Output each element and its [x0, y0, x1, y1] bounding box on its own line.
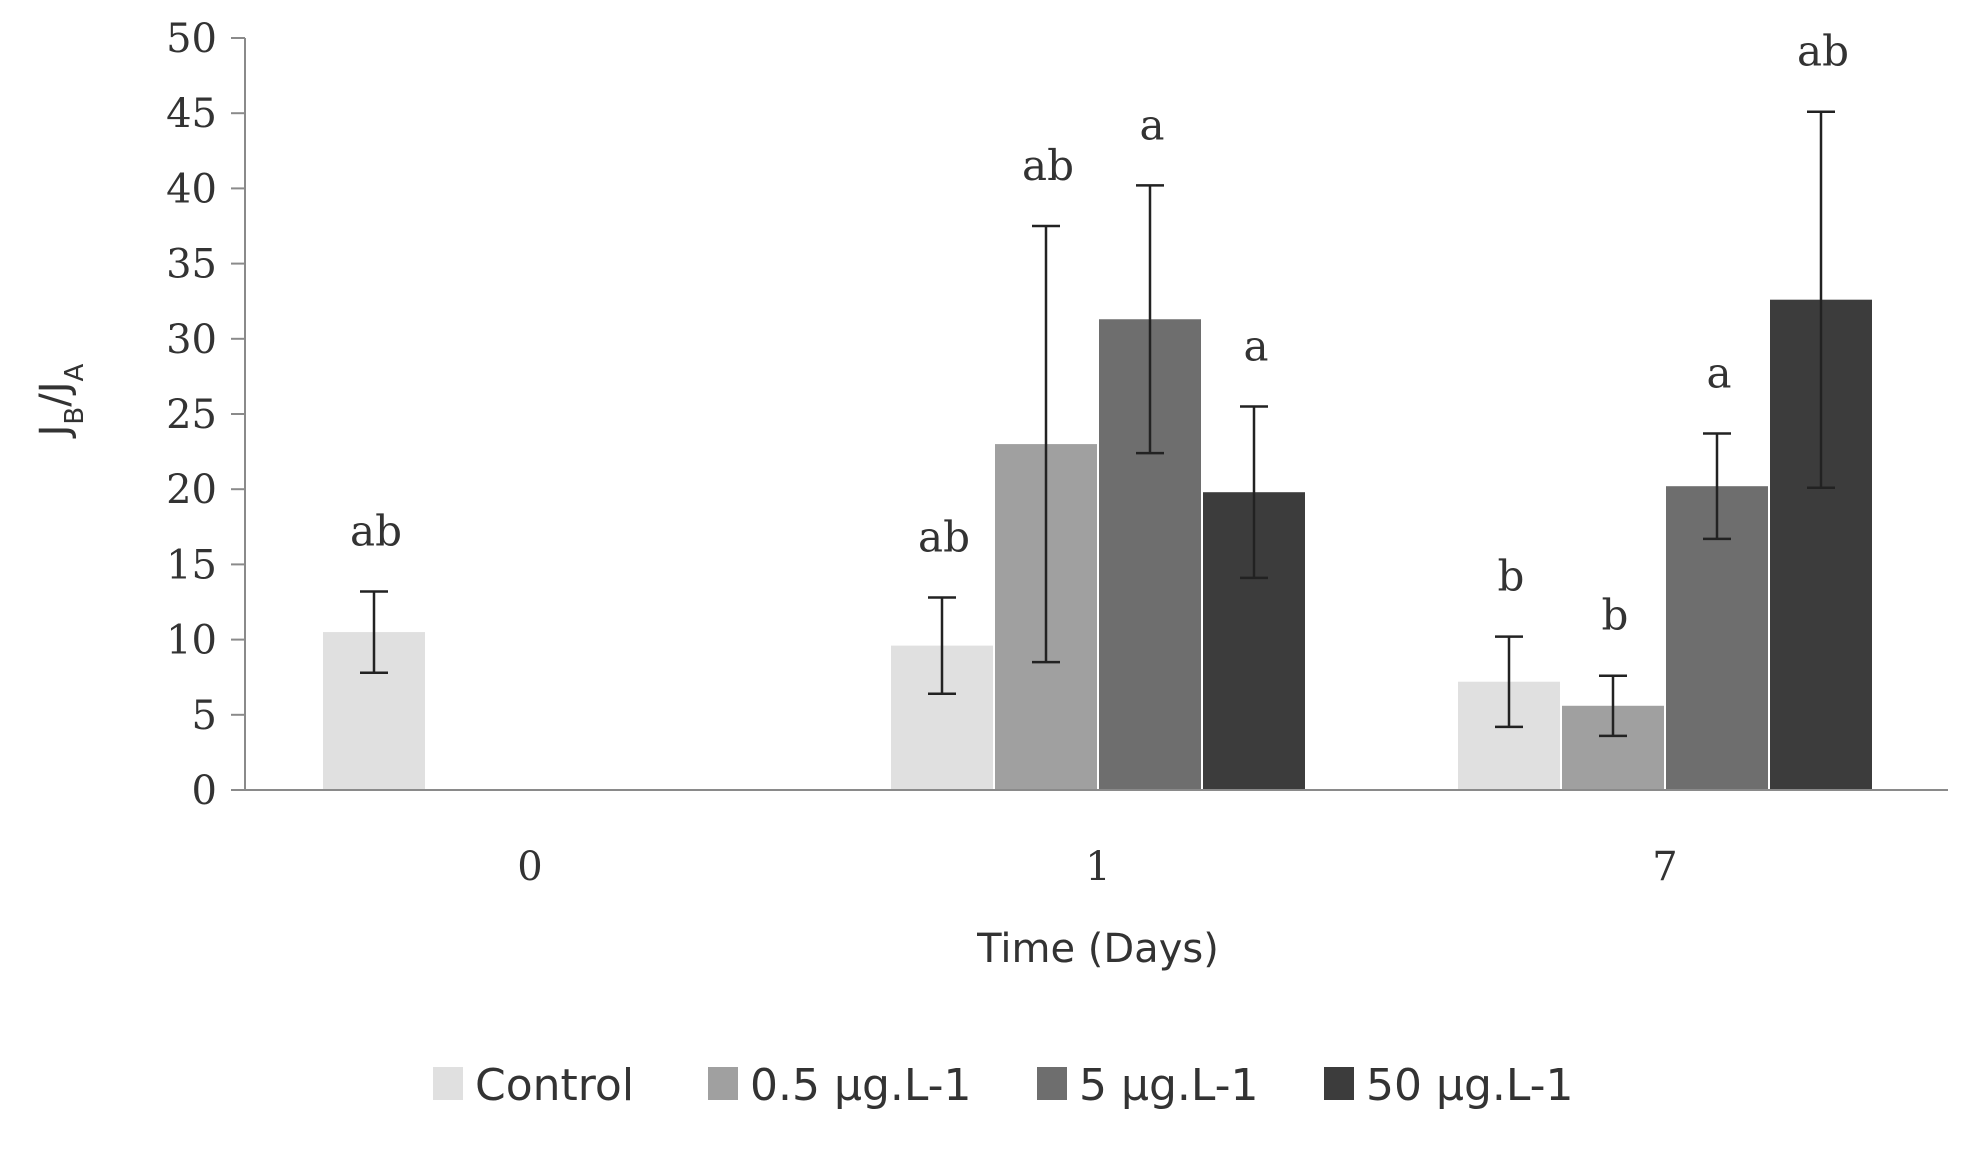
significance-label: a [1243, 321, 1268, 370]
y-tick-label: 25 [166, 392, 217, 438]
legend-entry-label: 5 µg.L-1 [1079, 1060, 1259, 1111]
y-tick-label: 35 [166, 242, 217, 288]
y-axis-title: JB/JA [32, 363, 90, 439]
x-axis-tick-labels: 0 1 7 [517, 844, 1677, 890]
y-tick-label: 40 [166, 166, 217, 212]
y-tick-label: 10 [166, 618, 217, 664]
y-axis-title-main: J [32, 425, 78, 440]
y-axis-title-slash: / [32, 393, 78, 407]
significance-label: b [1498, 552, 1525, 601]
y-tick-label: 45 [166, 91, 217, 137]
error-bars [360, 110, 1835, 738]
y-tick-label: 15 [166, 542, 217, 588]
legend-entry-label: Control [475, 1060, 634, 1111]
legend: Control 0.5 µg.L-1 5 µg.L-1 50 µg.L-1 [433, 1060, 1574, 1111]
significance-label: b [1602, 591, 1629, 640]
x-axis-title: Time (Days) [976, 926, 1219, 972]
significance-label: ab [1797, 27, 1849, 76]
significance-label: a [1706, 349, 1731, 398]
x-tick-label: 7 [1652, 844, 1677, 890]
x-tick-label: 1 [1085, 844, 1110, 890]
legend-swatch [1037, 1067, 1067, 1100]
x-tick-label: 0 [517, 844, 542, 890]
significance-label: a [1139, 100, 1164, 149]
significance-label: ab [350, 506, 402, 555]
y-axis-title-main-2: J [32, 381, 78, 396]
significance-label: ab [918, 512, 970, 561]
legend-swatch [1324, 1067, 1354, 1100]
y-axis-ticks: 0 5 10 15 20 25 30 35 40 45 50 [166, 16, 245, 814]
y-tick-label: 5 [192, 693, 217, 739]
bars [323, 299, 1872, 790]
y-tick-label: 20 [166, 467, 217, 513]
legend-entry-label: 50 µg.L-1 [1366, 1060, 1574, 1111]
y-tick-label: 50 [166, 16, 217, 62]
significance-label: ab [1022, 141, 1074, 190]
legend-swatch [708, 1067, 738, 1100]
legend-entry-label: 0.5 µg.L-1 [750, 1060, 971, 1111]
y-axis-title-sub-b: B [60, 407, 90, 425]
y-tick-label: 0 [192, 768, 217, 814]
legend-swatch [433, 1067, 463, 1100]
y-tick-label: 30 [166, 317, 217, 363]
y-axis-title-sub-a: A [60, 363, 90, 381]
